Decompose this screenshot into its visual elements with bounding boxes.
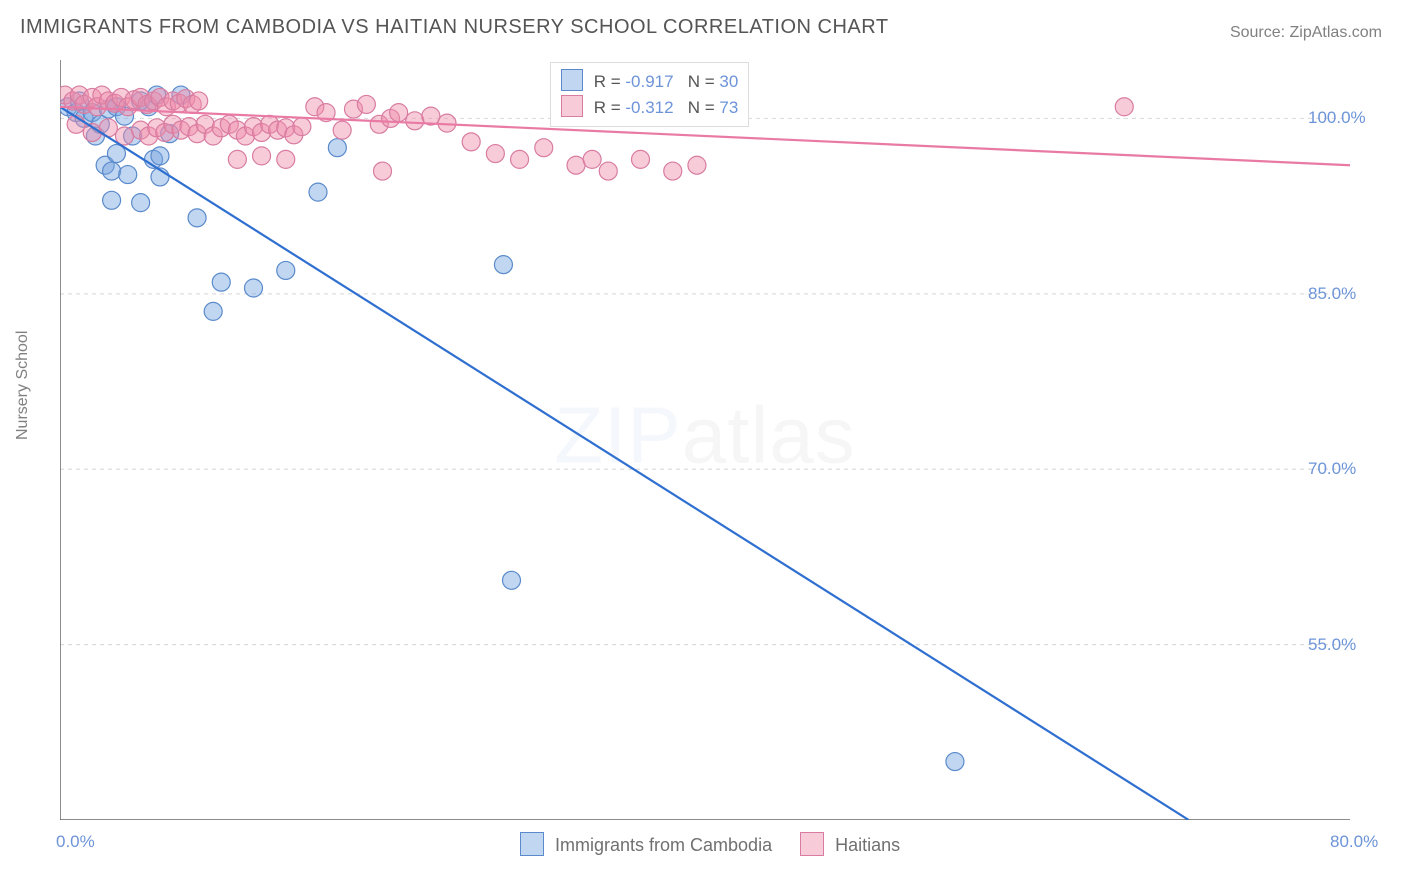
- y-tick-label: 55.0%: [1308, 635, 1356, 655]
- stats-legend: R = -0.917 N = 30 R = -0.312 N = 73: [550, 62, 749, 127]
- legend-swatch: [520, 832, 544, 856]
- y-axis-label: Nursery School: [14, 331, 32, 440]
- chart-title: IMMIGRANTS FROM CAMBODIA VS HAITIAN NURS…: [20, 16, 889, 39]
- bottom-legend-item: Haitians: [800, 835, 900, 855]
- stats-legend-row: R = -0.312 N = 73: [561, 95, 738, 121]
- legend-swatch: [561, 69, 583, 91]
- bottom-legend: Immigrants from Cambodia Haitians: [520, 832, 928, 856]
- stats-legend-row: R = -0.917 N = 30: [561, 69, 738, 95]
- source-attribution: Source: ZipAtlas.com: [1230, 24, 1382, 42]
- r-value: -0.312: [625, 98, 673, 117]
- x-tick-label: 0.0%: [56, 832, 95, 852]
- scatter-svg: [60, 60, 1350, 820]
- n-value: 73: [719, 98, 738, 117]
- legend-swatch: [561, 95, 583, 117]
- plot-area: ZIPatlas R = -0.917 N = 30 R = -0.312 N …: [60, 60, 1350, 820]
- n-value: 30: [719, 72, 738, 91]
- chart-container: IMMIGRANTS FROM CAMBODIA VS HAITIAN NURS…: [0, 0, 1406, 892]
- y-tick-label: 85.0%: [1308, 284, 1356, 304]
- legend-swatch: [800, 832, 824, 856]
- r-value: -0.917: [625, 72, 673, 91]
- bottom-legend-item: Immigrants from Cambodia: [520, 835, 772, 855]
- legend-label: Immigrants from Cambodia: [555, 835, 772, 855]
- y-tick-label: 70.0%: [1308, 459, 1356, 479]
- y-tick-label: 100.0%: [1308, 108, 1366, 128]
- x-tick-label: 80.0%: [1330, 832, 1378, 852]
- legend-label: Haitians: [835, 835, 900, 855]
